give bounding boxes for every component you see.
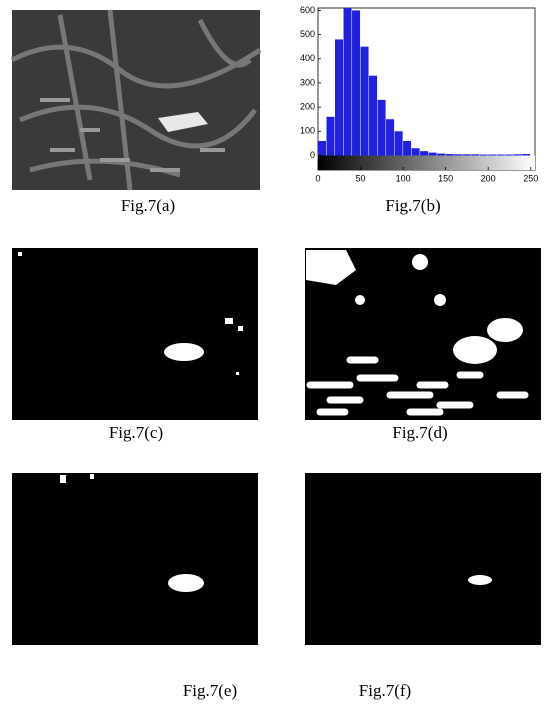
bar <box>420 151 428 155</box>
image-d <box>305 248 541 420</box>
image-f <box>305 473 541 645</box>
bar <box>522 154 530 155</box>
bar <box>327 117 335 156</box>
caption: Fig.7(c) <box>109 423 163 442</box>
image-a <box>12 10 260 190</box>
bar <box>463 154 471 155</box>
y-tick-label: 600 <box>300 5 315 15</box>
bar <box>429 153 437 156</box>
bar <box>514 154 522 155</box>
caption: Fig.7(b) <box>385 196 440 215</box>
bar <box>386 119 394 155</box>
x-tick-label: 150 <box>438 173 453 183</box>
caption: Fig.7(f) <box>359 681 411 700</box>
colorbar <box>318 155 535 170</box>
x-tick-label: 100 <box>396 173 411 183</box>
y-tick-label: 300 <box>300 77 315 87</box>
image-e <box>12 473 258 645</box>
bar <box>446 154 454 155</box>
bar <box>454 154 462 155</box>
caption: Fig.7(a) <box>121 196 175 215</box>
y-tick-label: 100 <box>300 126 315 136</box>
x-tick-label: 200 <box>481 173 496 183</box>
x-tick-label: 250 <box>523 173 538 183</box>
bar <box>505 155 513 156</box>
x-tick-label: 0 <box>315 173 320 183</box>
bar <box>497 155 505 156</box>
bar <box>480 155 488 156</box>
y-tick-label: 500 <box>300 29 315 39</box>
x-tick-label: 50 <box>356 173 366 183</box>
y-tick-label: 200 <box>300 102 315 112</box>
bar <box>378 100 386 156</box>
caption: Fig.7(e) <box>183 681 237 700</box>
bar <box>395 131 403 155</box>
bar <box>369 76 377 156</box>
bar <box>344 8 352 155</box>
bar <box>412 148 420 155</box>
bar <box>361 47 369 156</box>
image-c <box>12 248 258 420</box>
bar <box>403 141 411 156</box>
figure-page: Fig.7(a) Fig.7(b) Fig.7(c) Fig.7(d) Fig.… <box>0 0 547 709</box>
caption: Fig.7(d) <box>392 423 447 442</box>
y-tick-label: 400 <box>300 53 315 63</box>
bar <box>437 154 445 156</box>
histogram: 0 100 200 300 400 500 600 0 50 100 150 200 250 <box>300 5 538 184</box>
y-tick-label: 0 <box>310 150 315 160</box>
bar <box>471 154 479 155</box>
bar <box>318 141 326 156</box>
bar <box>488 155 496 156</box>
bar <box>352 10 360 155</box>
bar <box>335 39 343 155</box>
